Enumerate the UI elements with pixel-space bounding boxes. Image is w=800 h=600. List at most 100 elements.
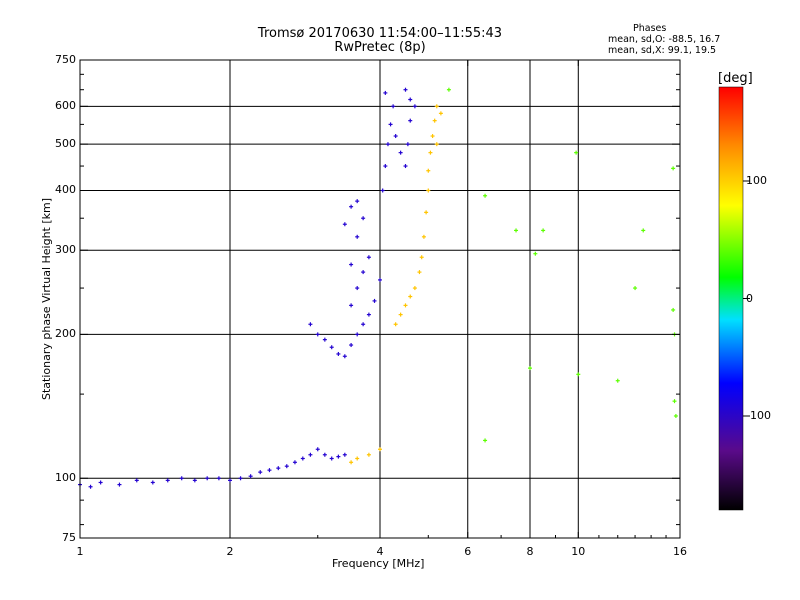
colorbar-unit-label: [deg] [718,71,753,86]
data-point [388,122,393,127]
chart-title: Tromsø 20170630 11:54:00–11:55:43 [257,26,503,41]
colorbar-tick-label: 100 [746,174,767,187]
data-point [432,118,437,123]
data-point [446,87,451,92]
data-points [78,87,678,489]
data-point [408,97,413,102]
data-point [541,228,546,233]
data-point [528,366,532,371]
grid [80,60,680,538]
data-point [380,188,385,193]
data-point [403,87,408,92]
colorbar-tick-label: -100 [746,409,771,422]
data-point [355,332,360,337]
data-point [192,478,197,483]
data-point [428,150,433,155]
x-axis-ticks [79,60,681,538]
data-point [342,222,347,227]
data-point [434,142,439,147]
data-point [412,104,417,109]
y-tick-label: 600 [55,99,76,113]
data-point [574,150,579,155]
data-point [412,286,417,291]
x-tick-label: 1 [76,545,84,558]
data-point [398,150,403,155]
data-point [308,322,313,327]
colorbar [718,86,744,511]
data-point [315,332,320,337]
x-tick-label: 10 [571,545,586,558]
data-point [366,312,371,317]
data-point [671,307,676,312]
y-tick-label: 200 [55,327,76,341]
data-point [315,447,320,452]
data-point [355,234,360,239]
data-point [258,470,263,475]
data-point [514,228,519,233]
data-point [336,454,341,459]
stats-x-mode: mean, sd,X: 99.1, 19.5 [608,45,717,56]
data-point [355,456,360,461]
stats-o-mode: mean, sd,O: -88.5, 16.7 [608,34,721,45]
data-point [366,452,371,457]
data-point [671,166,676,171]
data-point [378,277,382,282]
data-point [673,413,678,418]
y-axis-label: Stationary phase Virtual Height [km] [40,197,53,400]
data-point [424,210,429,215]
data-point [408,294,413,299]
data-point [385,142,390,147]
y-tick-label: 750 [55,53,76,66]
data-point [349,204,354,209]
x-axis-label: Frequency [MHz] [332,557,425,570]
data-point [292,460,297,465]
data-point [322,452,327,457]
colorbar-tick-label: 0 [746,291,753,305]
data-point [483,193,488,198]
data-point [276,466,281,471]
x-tick-label: 16 [673,545,687,558]
y-tick-label: 100 [55,471,76,485]
data-point [349,343,354,348]
data-point [134,478,139,483]
x-tick-label: 6 [464,545,472,558]
data-point [349,303,354,308]
data-point [361,270,366,275]
data-point [322,337,327,342]
x-tick-label: 4 [376,545,384,558]
data-point [329,456,334,461]
y-tick-label: 500 [55,137,76,151]
data-point [430,134,435,139]
data-point [228,478,232,483]
chart-subtitle: RwPretec (8p) [334,40,426,55]
data-point [403,164,408,169]
data-point [426,188,431,193]
stats-heading: Phases [633,23,667,34]
data-point [405,142,410,147]
data-point [615,378,620,383]
data-point [342,354,347,359]
data-point [355,199,360,204]
data-point [393,322,398,327]
data-point [403,303,408,308]
data-point [88,484,93,489]
colorbar-ticks [743,180,750,417]
y-tick-label: 400 [55,183,76,197]
data-point [372,298,377,303]
data-point [361,322,366,327]
data-point [641,228,646,233]
data-point [421,234,426,239]
data-point [248,474,253,479]
y-axis-ticks [80,59,680,539]
data-point [378,447,382,452]
data-point [98,480,103,485]
data-point [434,104,439,109]
y-tick-label: 75 [62,531,76,544]
data-point [398,312,403,317]
data-point [300,456,305,461]
data-point [342,452,347,457]
data-point [216,476,221,481]
y-tick-label: 300 [55,243,76,257]
data-point [361,216,366,221]
